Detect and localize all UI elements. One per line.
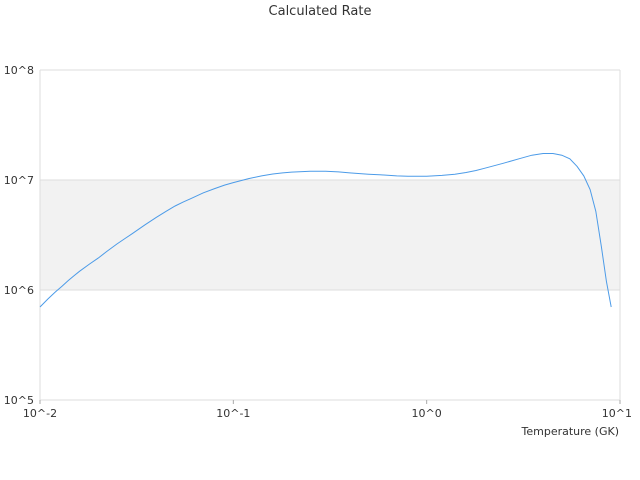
x-axis-label: Temperature (GK) (521, 425, 620, 438)
rate-series (39, 153, 612, 308)
chart-title: Calculated Rate (268, 4, 372, 19)
plot-band (40, 180, 620, 290)
y-tick-label: 10^7 (4, 174, 34, 187)
rate-line (39, 153, 612, 308)
x-axis-ticks: 10^-2 10^-1 10^0 10^1 (23, 400, 632, 420)
y-tick-label: 10^5 (4, 394, 34, 407)
x-tick-label: 10^0 (412, 407, 442, 420)
x-tick-label: 10^-1 (216, 407, 250, 420)
plot-background-bands (40, 180, 620, 290)
y-tick-label: 10^8 (4, 64, 34, 77)
plot-grid (39, 69, 621, 401)
y-axis-ticks: 10^5 10^6 10^7 10^8 (4, 64, 34, 407)
x-tick-label: 10^1 (602, 407, 632, 420)
x-tick-label: 10^-2 (23, 407, 57, 420)
y-tick-label: 10^6 (4, 284, 34, 297)
